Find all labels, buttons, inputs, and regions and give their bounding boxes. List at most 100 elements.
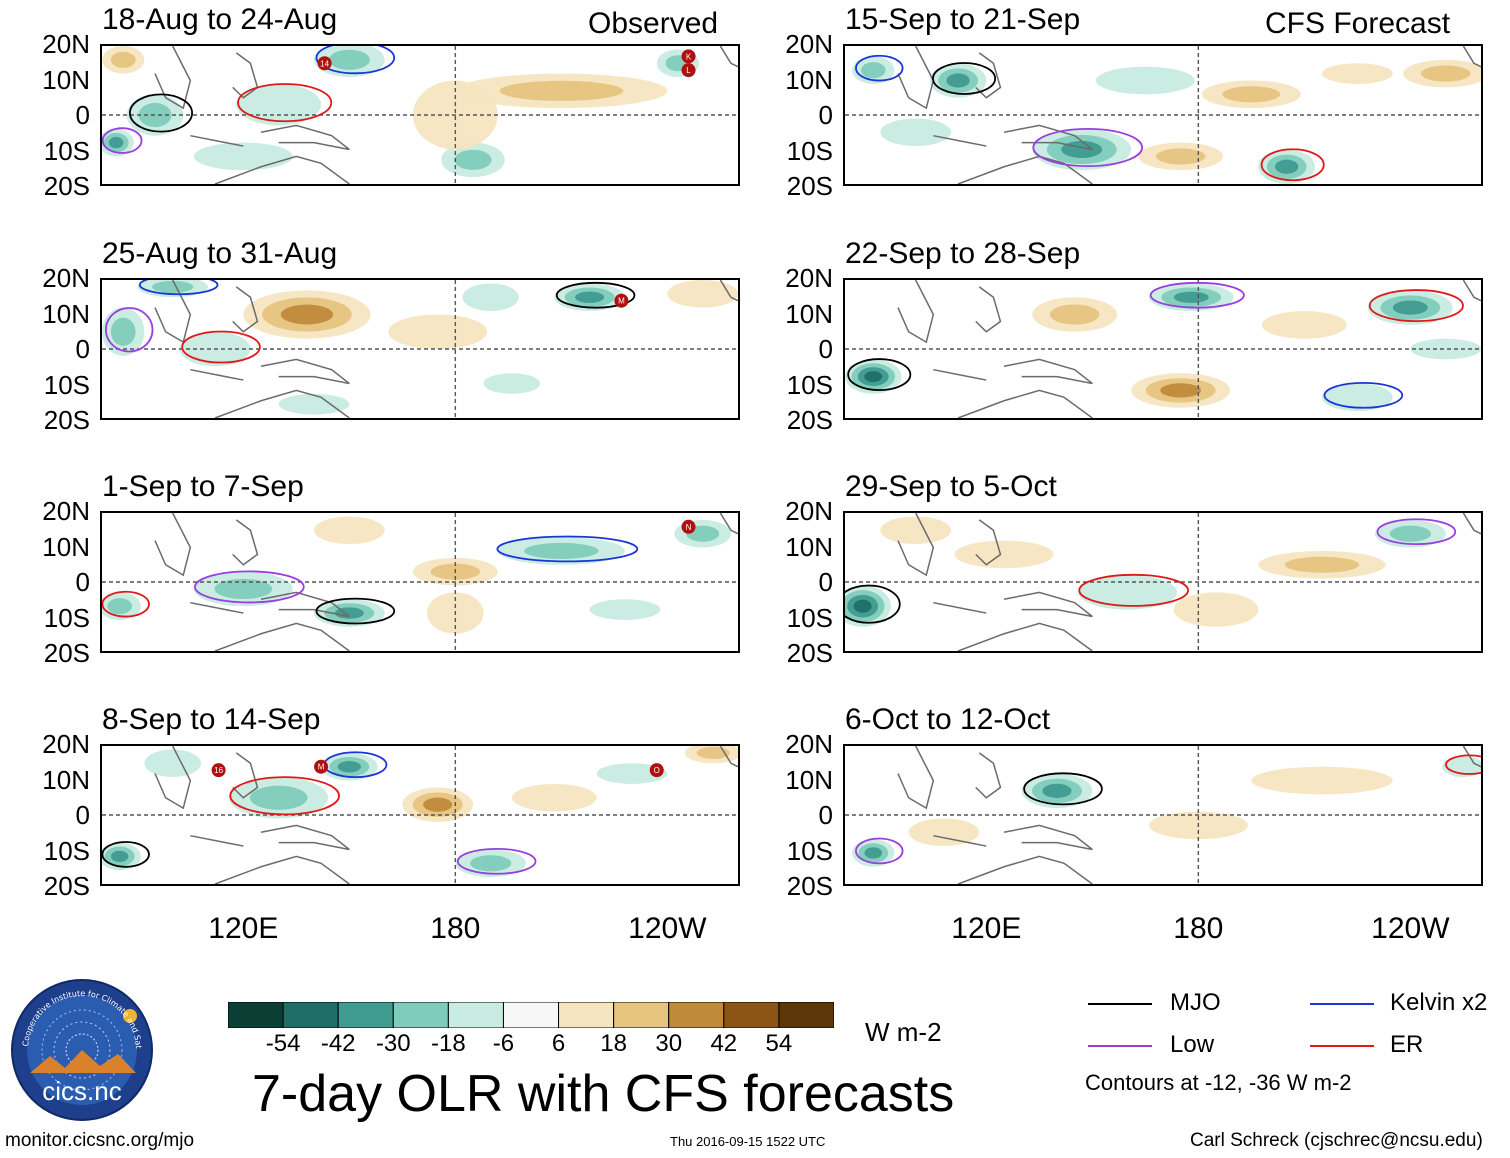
olr-anomaly-mark xyxy=(1160,383,1202,398)
y-tick-label: 10S xyxy=(43,835,90,866)
olr-anomaly-mark xyxy=(1095,66,1195,95)
filter-contour xyxy=(847,358,912,392)
olr-anomaly-mark xyxy=(1275,159,1299,174)
y-tick-label: 0 xyxy=(75,334,90,364)
y-tick-label: 0 xyxy=(818,567,833,597)
storm-marker-icon xyxy=(317,56,332,71)
olr-anomaly-mark xyxy=(462,283,519,312)
storm-marker-icon xyxy=(681,519,696,534)
olr-anomaly-mark xyxy=(1173,291,1209,303)
olr-anomaly-mark xyxy=(1389,525,1431,542)
coastline xyxy=(933,134,987,147)
olr-anomaly-mark xyxy=(193,142,293,171)
colorbar-box xyxy=(613,1001,670,1029)
logo-text: cics.nc xyxy=(42,1076,121,1106)
y-tick-label: 10S xyxy=(43,602,90,633)
olr-anomaly-mark xyxy=(1410,338,1481,360)
filter-contour xyxy=(1445,754,1481,775)
panel-title: 22-Sep to 28-Sep xyxy=(845,237,1081,270)
filter-contour xyxy=(1023,772,1103,806)
legend-line-er xyxy=(1310,1045,1374,1047)
olr-map-panel xyxy=(843,278,1483,420)
y-tick-label: 20S xyxy=(786,871,833,901)
olr-anomaly-mark xyxy=(696,746,730,759)
olr-anomaly-mark xyxy=(249,785,308,810)
olr-anomaly-mark xyxy=(108,136,124,149)
y-tick-label: 10N xyxy=(42,764,90,795)
storm-marker-icon xyxy=(314,759,329,774)
colorbar-tick-label: 42 xyxy=(710,1030,738,1057)
panel-title: 1-Sep to 7-Sep xyxy=(102,470,304,503)
x-tick-label: 120E xyxy=(951,912,1022,945)
y-tick-label: 20N xyxy=(785,29,833,59)
storm-label: 14 xyxy=(320,59,329,68)
coastline xyxy=(154,513,192,577)
olr-anomaly-mark xyxy=(880,516,951,545)
olr-anomaly-mark xyxy=(107,598,133,615)
filter-contour xyxy=(237,83,333,123)
filter-contour xyxy=(102,127,143,154)
y-tick-label: 0 xyxy=(818,100,833,130)
olr-anomaly-mark xyxy=(138,102,172,128)
olr-anomaly-mark xyxy=(278,393,350,415)
olr-map-panel: 14 K L xyxy=(100,44,740,186)
coastline xyxy=(957,622,1093,651)
filter-contour xyxy=(1323,381,1404,409)
y-tick-label: 10N xyxy=(785,298,833,329)
olr-map xyxy=(845,280,1481,418)
y-tick-label: 20S xyxy=(786,171,833,201)
y-tick-label: 10N xyxy=(42,531,90,562)
coastline xyxy=(260,824,350,851)
panel-title: 8-Sep to 14-Sep xyxy=(102,703,321,736)
coastline xyxy=(232,519,259,566)
legend-label-mjo: MJO xyxy=(1170,989,1221,1016)
olr-anomaly-mark xyxy=(1061,140,1103,159)
olr-map: M xyxy=(102,280,738,418)
panel-title: 29-Sep to 5-Oct xyxy=(845,470,1057,503)
panel-title: 6-Oct to 12-Oct xyxy=(845,703,1051,736)
x-tick-label: 120W xyxy=(1371,912,1450,945)
filter-contour xyxy=(104,307,154,353)
coastline xyxy=(975,52,1002,99)
olr-anomaly-mark xyxy=(946,73,970,88)
colorbar-box xyxy=(337,1001,394,1029)
storm-marker-icon xyxy=(211,763,226,778)
y-tick-label: 10N xyxy=(42,298,90,329)
olr-anomaly-mark xyxy=(589,599,661,620)
colorbar-tick-label: -30 xyxy=(375,1030,411,1057)
coastline xyxy=(1003,358,1093,385)
colorbar-tick-label: 18 xyxy=(600,1030,627,1057)
y-tick-label: 10S xyxy=(786,369,833,400)
colorbar-box xyxy=(778,1001,835,1029)
coastline xyxy=(719,46,738,68)
panel-title: 25-Aug to 31-Aug xyxy=(102,237,338,270)
coastline xyxy=(897,513,935,577)
olr-map-panel xyxy=(843,44,1483,186)
coastline xyxy=(1003,824,1093,851)
olr-anomaly-mark xyxy=(954,540,1054,569)
filter-contour xyxy=(855,837,904,865)
filter-contour xyxy=(1376,518,1457,546)
colorbar-tick-label: -18 xyxy=(431,1030,466,1057)
storm-marker-icon xyxy=(614,293,629,308)
olr-anomaly-mark xyxy=(1222,86,1281,103)
panel-title: 18-Aug to 24-Aug xyxy=(102,3,338,36)
y-tick-label: 20N xyxy=(42,729,90,759)
filter-contour xyxy=(181,330,261,364)
colorbar-tick-label: -6 xyxy=(492,1030,515,1057)
coastline xyxy=(1462,46,1481,68)
y-tick-label: 20N xyxy=(785,263,833,293)
olr-anomaly-mark xyxy=(1322,383,1393,412)
olr-map: N xyxy=(102,513,738,651)
filter-contour xyxy=(315,597,396,625)
main-title: 7-day OLR with CFS forecasts xyxy=(252,1065,955,1123)
coastline xyxy=(975,519,1002,566)
olr-anomaly-mark xyxy=(1392,300,1428,315)
y-tick-label: 10S xyxy=(786,602,833,633)
colorbar-box xyxy=(227,1001,284,1029)
coastline xyxy=(190,601,244,614)
footer-url[interactable]: monitor.cicsnc.org/mjo xyxy=(5,1130,195,1151)
olr-anomaly-mark xyxy=(864,371,883,383)
y-tick-label: 10N xyxy=(785,531,833,562)
colorbar-box xyxy=(723,1001,780,1029)
